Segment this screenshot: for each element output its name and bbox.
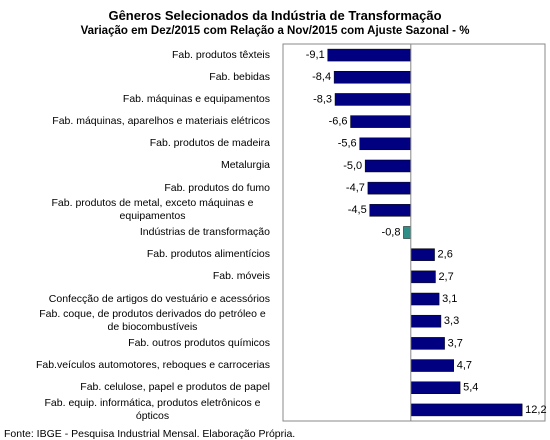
category-label: Fab. outros produtos químicos (128, 336, 270, 349)
category-label-box: Fab. coque, de produtos derivados do pet… (4, 306, 270, 336)
bar (410, 403, 523, 417)
category-label-box: Fab. produtos de metal, exceto máquinas … (4, 195, 270, 225)
category-label: Indústrias de transformação (139, 226, 270, 238)
value-label: 2,6 (438, 249, 453, 261)
value-label: -4,5 (348, 204, 367, 216)
bar (369, 204, 412, 217)
category-label-box: Fab. equip. informática, produtos eletrô… (4, 395, 270, 425)
bar (403, 226, 412, 239)
category-label-box: Fab.veículos automotores, reboques e car… (4, 351, 270, 381)
category-label-box: Fab. móveis (4, 262, 270, 292)
category-label: Confecção de artigos do vestuário e aces… (48, 292, 270, 305)
category-label-box: Fab. produtos têxteis (4, 40, 270, 70)
value-label: 2,7 (438, 271, 453, 283)
value-label: -5,0 (343, 160, 362, 172)
category-label: Metalurgia (220, 159, 270, 172)
category-label: Fab. produtos alimentícios (146, 248, 270, 261)
value-label: -4,7 (346, 182, 365, 194)
category-label-box: Fab. máquinas e equipamentos (4, 84, 270, 114)
category-label: Fab. bebidas (209, 70, 270, 83)
value-label: 12,2 (525, 404, 546, 416)
bar (350, 115, 412, 128)
bar (410, 337, 445, 350)
bar (334, 93, 412, 106)
category-label-box: Fab. celulose, papel e produtos de papel (4, 373, 270, 403)
bar (410, 292, 440, 306)
value-label: 5,4 (463, 382, 478, 394)
category-label: Fab. móveis (212, 270, 270, 283)
category-label-box: Metalurgia (4, 151, 270, 181)
category-label-box: Indústrias de transformação (4, 218, 270, 248)
bar (410, 314, 442, 328)
category-label-box: Fab. produtos alimentícios (4, 240, 270, 270)
value-label: 3,1 (442, 293, 457, 305)
value-label: 4,7 (457, 359, 472, 371)
value-label: -6,6 (329, 116, 348, 128)
value-label: -5,6 (338, 138, 357, 150)
plot-frame (282, 43, 546, 422)
bar (410, 359, 454, 372)
category-label: Fab. máquinas e equipamentos (122, 92, 270, 105)
bar (359, 137, 412, 151)
category-label: Fab. coque, de produtos derivados do pet… (39, 308, 266, 334)
category-label-box: Fab. bebidas (4, 62, 270, 92)
category-label: Fab. equip. informática, produtos eletrô… (44, 396, 261, 422)
bar (364, 159, 412, 173)
category-label-box: Fab. outros produtos químicos (4, 328, 270, 358)
bar (410, 248, 435, 261)
category-label: Fab. produtos têxteis (171, 48, 270, 61)
bar (367, 181, 412, 195)
chart-title: Gêneros Selecionados da Indústria de Tra… (108, 8, 442, 23)
bar (410, 381, 461, 394)
source-note: Fonte: IBGE - Pesquisa Industrial Mensal… (4, 428, 296, 440)
category-label-box: Fab. máquinas, aparelhos e materiais elé… (4, 107, 270, 137)
category-label: Fab.veículos automotores, reboques e car… (35, 359, 270, 372)
value-label: 3,7 (448, 337, 463, 349)
category-label: Fab. celulose, papel e produtos de papel (80, 381, 270, 394)
category-label: Fab. produtos de madeira (149, 137, 270, 150)
bar (333, 71, 412, 84)
category-label-box: Confecção de artigos do vestuário e aces… (4, 284, 270, 314)
value-label: -8,4 (312, 71, 331, 83)
category-label: Fab. produtos do fumo (164, 181, 270, 194)
value-label: -9,1 (306, 49, 325, 61)
value-label: -8,3 (313, 93, 332, 105)
value-label: 3,3 (444, 315, 459, 327)
category-label-box: Fab. produtos de madeira (4, 129, 270, 159)
bar (327, 48, 412, 62)
category-label: Fab. máquinas, aparelhos e materiais elé… (52, 115, 270, 128)
chart-subtitle: Variação em Dez/2015 com Relação a Nov/2… (80, 25, 470, 37)
value-label: -0,8 (382, 226, 401, 238)
category-label-box: Fab. produtos do fumo (4, 173, 270, 203)
bar (410, 270, 436, 284)
category-label: Fab. produtos de metal, exceto máquinas … (51, 197, 254, 223)
